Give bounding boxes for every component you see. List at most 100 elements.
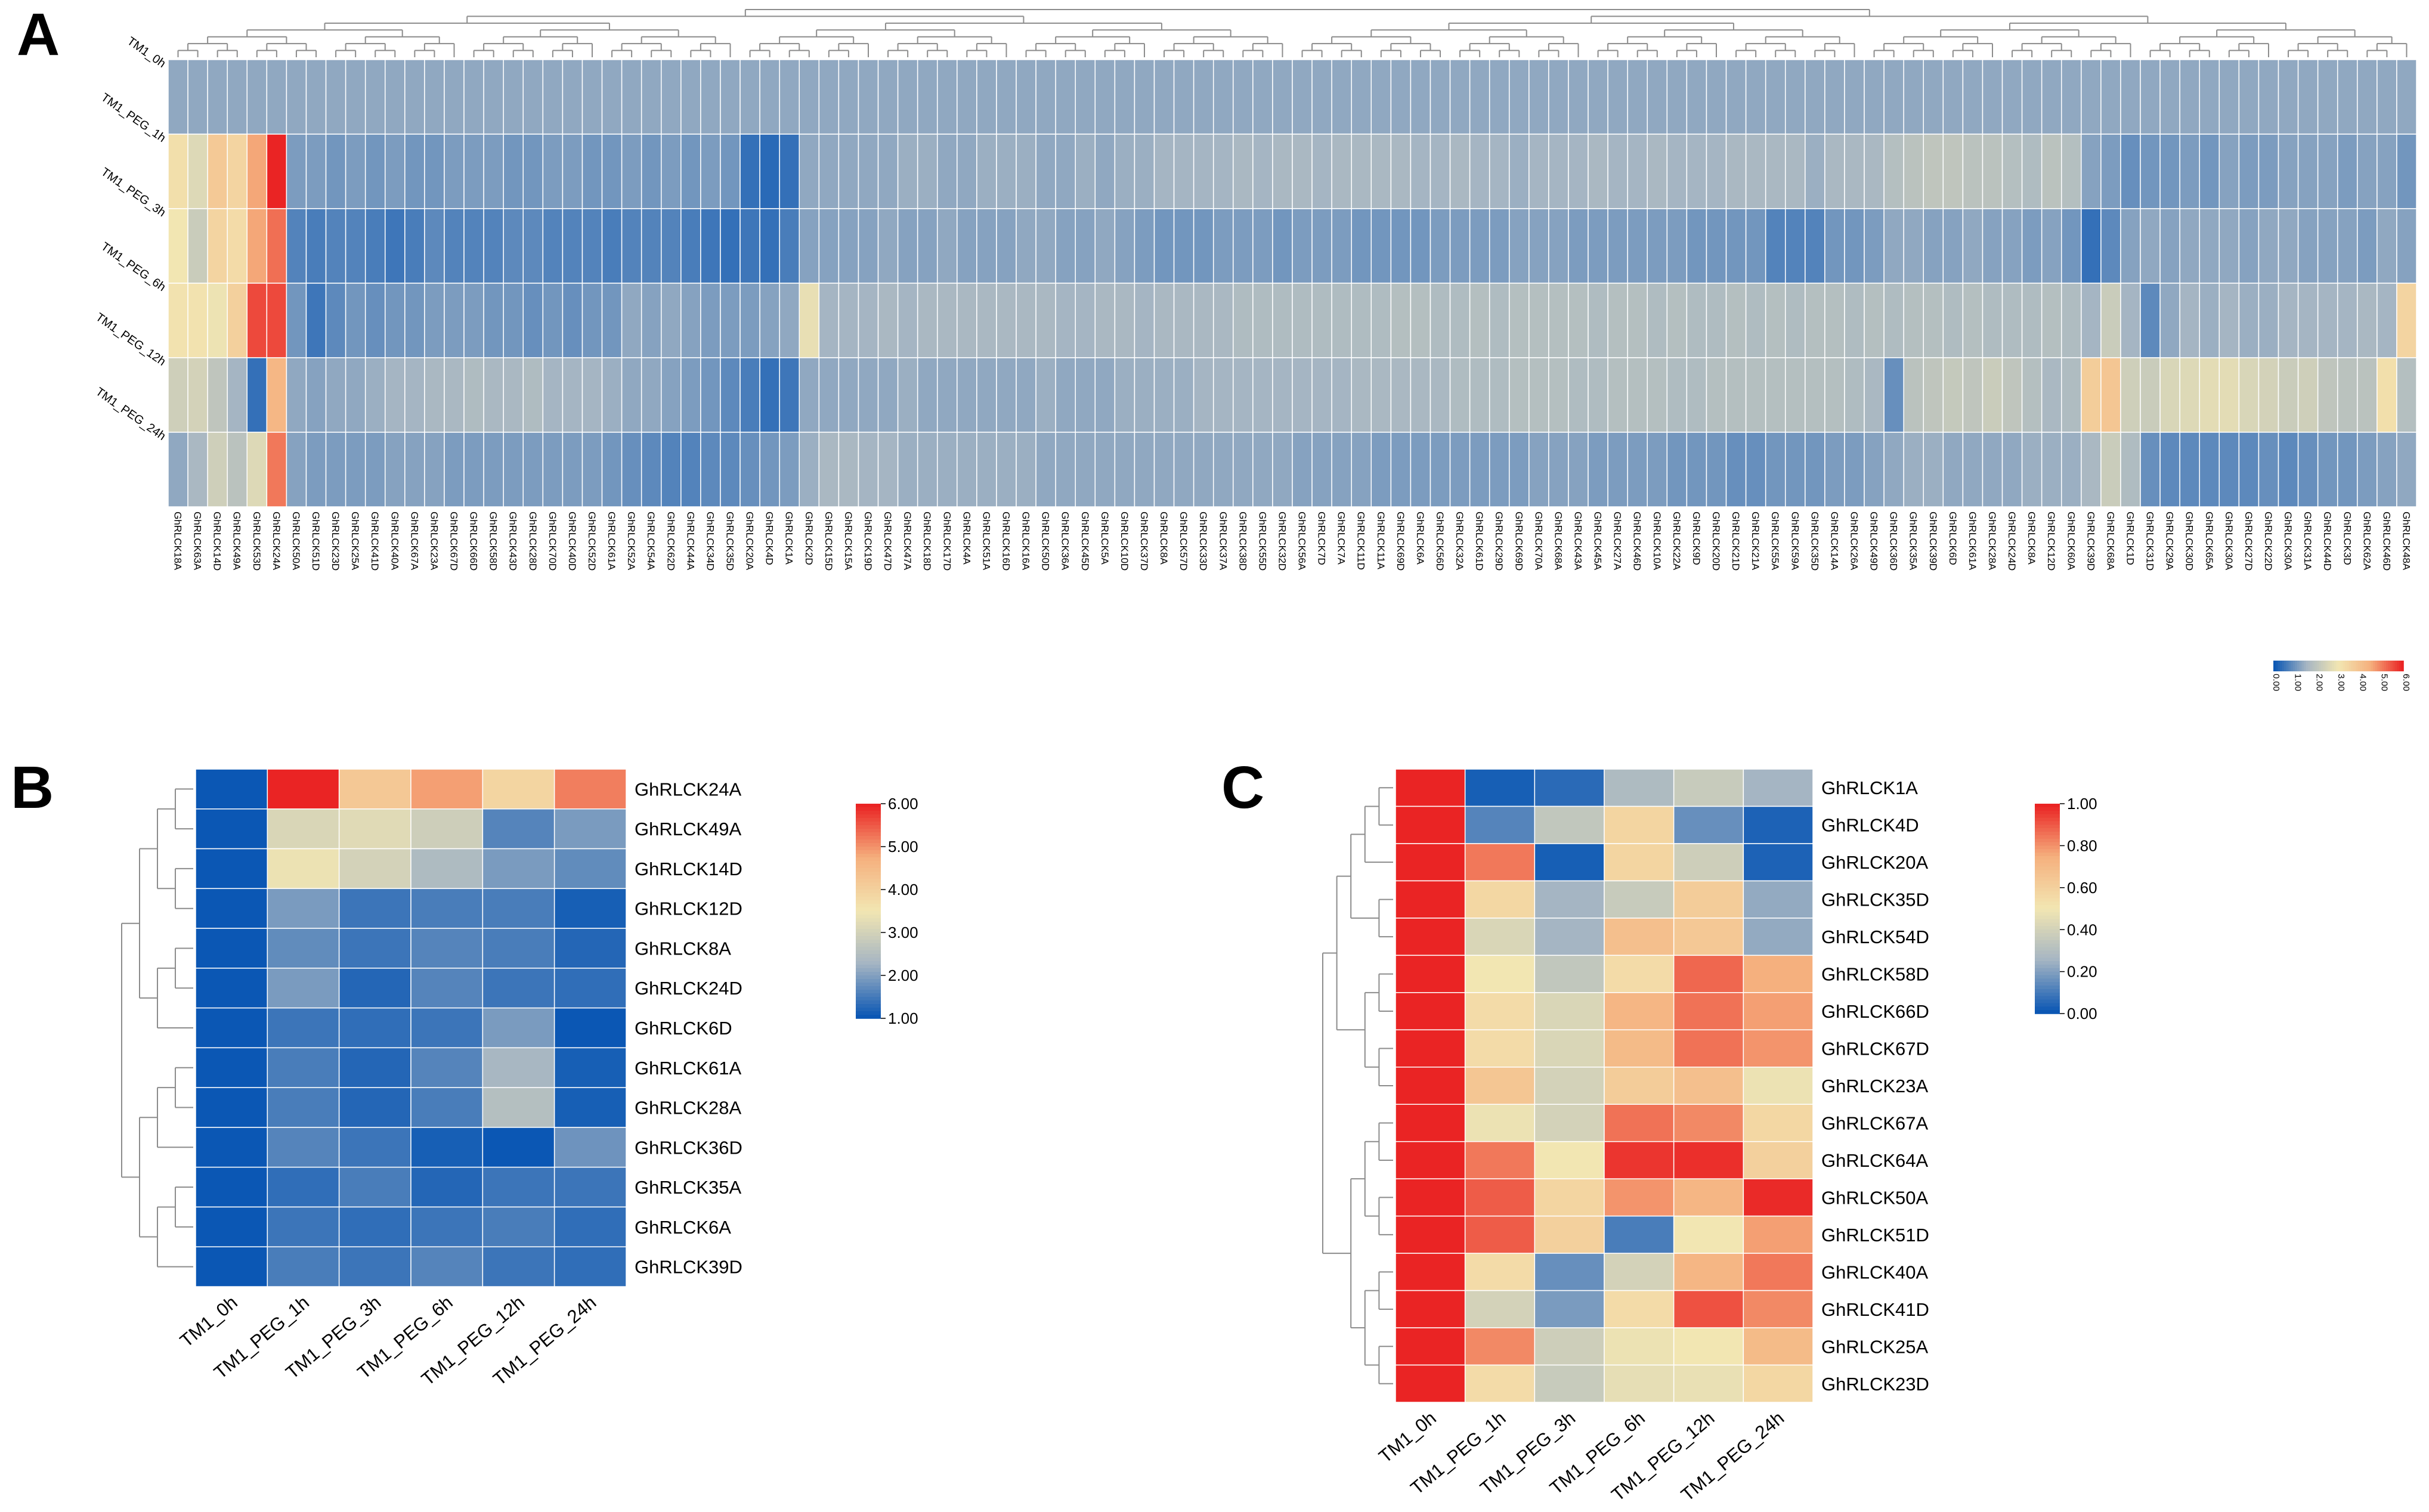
heatmap-cell-0-r5-c87 <box>1883 432 1904 507</box>
heatmap-cell-0-r0-c6 <box>286 59 307 135</box>
heatmap-cell-0-r4-c112 <box>2377 357 2397 433</box>
heatmap-cell-1-r10-c0 <box>195 1166 268 1208</box>
heatmap-cell-1-r2-c1 <box>267 848 340 890</box>
heatmap-cell-2-r6-c3 <box>1604 992 1675 1031</box>
heatmap-cell-0-r2-c40 <box>957 208 977 284</box>
heatmap-cell-0-r3-c74 <box>1627 283 1648 358</box>
column-label: GhRLCK1D <box>2124 512 2136 565</box>
heatmap-cell-0-r2-c51 <box>1173 208 1195 284</box>
heatmap-cell-0-r1-c31 <box>779 134 800 209</box>
column-label: GhRLCK4A <box>961 512 972 565</box>
heatmap-cell-0-r2-c99 <box>2120 208 2141 284</box>
heatmap-cell-0-r2-c97 <box>2081 208 2102 284</box>
column-label: GhRLCK44D <box>2322 512 2333 571</box>
colorbar-segment <box>856 814 881 819</box>
heatmap-cell-0-r1-c60 <box>1351 134 1372 209</box>
colorbar-tick-label: 2.00 <box>888 966 918 984</box>
heatmap-cell-0-r4-c99 <box>2120 357 2141 433</box>
column-label: GhRLCK43A <box>1573 512 1584 571</box>
heatmap-cell-0-r4-c111 <box>2357 357 2378 433</box>
heatmap-cell-2-r15-c2 <box>1534 1327 1605 1366</box>
heatmap-cell-2-r5-c4 <box>1673 955 1744 993</box>
heatmap-cell-0-r5-c65 <box>1449 432 1471 507</box>
heatmap-cell-2-r12-c2 <box>1534 1215 1605 1254</box>
heatmap-cell-0-r2-c90 <box>1942 208 1964 284</box>
colorbar-segment <box>856 932 881 937</box>
heatmap-cell-0-r2-c98 <box>2100 208 2121 284</box>
column-label: GhRLCK50D <box>1040 512 1051 571</box>
heatmap-cell-2-r12-c1 <box>1464 1215 1536 1254</box>
heatmap-cell-0-r4-c103 <box>2199 357 2220 433</box>
heatmap-cell-1-r11-c2 <box>338 1206 411 1247</box>
heatmap-cell-1-r0-c2 <box>338 769 411 810</box>
heatmap-cell-0-r3-c63 <box>1410 283 1431 358</box>
heatmap-cell-0-r2-c18 <box>522 208 544 284</box>
heatmap-cell-0-r3-c49 <box>1134 283 1155 358</box>
heatmap-cell-0-r3-c21 <box>581 283 603 358</box>
heatmap-cell-2-r13-c2 <box>1534 1253 1605 1291</box>
heatmap-cell-0-r2-c53 <box>1212 208 1234 284</box>
heatmap-cell-0-r0-c94 <box>2021 59 2043 135</box>
heatmap-cell-0-r4-c106 <box>2258 357 2279 433</box>
colorbar-segment <box>856 804 881 808</box>
heatmap-cell-0-r0-c41 <box>976 59 997 135</box>
heatmap-cell-2-r11-c3 <box>1604 1178 1675 1217</box>
colorbar-segment <box>2035 999 2060 1004</box>
heatmap-cell-0-r5-c61 <box>1370 432 1392 507</box>
column-label: GhRLCK14D <box>212 512 223 571</box>
colorbar-segment <box>2368 661 2372 671</box>
heatmap-cell-0-r0-c52 <box>1193 59 1214 135</box>
colorbar-segment <box>856 811 881 815</box>
heatmap-cell-0-r5-c97 <box>2081 432 2102 507</box>
row-label: GhRLCK39D <box>635 1257 742 1278</box>
heatmap-cell-0-r1-c47 <box>1094 134 1116 209</box>
colorbar-segment <box>2343 661 2346 671</box>
heatmap-cell-0-r1-c110 <box>2337 134 2358 209</box>
column-label: GhRLCK5A <box>1099 512 1110 565</box>
heatmap-cell-0-r1-c112 <box>2377 134 2397 209</box>
heatmap-cell-0-r1-c43 <box>1016 134 1036 209</box>
colorbar-segment <box>856 868 881 872</box>
heatmap-cell-0-r2-c10 <box>364 208 386 284</box>
heatmap-cell-0-r2-c50 <box>1153 208 1175 284</box>
colorbar-segment <box>2035 961 2060 965</box>
colorbar-segment <box>856 975 881 980</box>
heatmap-cell-2-r13-c1 <box>1464 1253 1536 1291</box>
column-label: GhRLCK52D <box>586 512 598 571</box>
colorbar-segment <box>2292 661 2296 671</box>
heatmap-cell-0-r5-c27 <box>700 432 721 507</box>
heatmap-cell-0-r2-c103 <box>2199 208 2220 284</box>
heatmap-cell-0-r3-c93 <box>2001 283 2023 358</box>
heatmap-cell-0-r1-c0 <box>168 134 188 209</box>
heatmap-cell-0-r4-c7 <box>305 357 327 433</box>
heatmap-cell-0-r0-c40 <box>957 59 977 135</box>
heatmap-cell-0-r4-c3 <box>227 357 248 433</box>
colorbar-segment <box>2275 661 2279 671</box>
heatmap-cell-0-r5-c96 <box>2060 432 2082 507</box>
heatmap-cell-0-r2-c60 <box>1351 208 1372 284</box>
heatmap-cell-0-r4-c49 <box>1134 357 1155 433</box>
colorbar-tick-label: 0.00 <box>2067 1005 2097 1023</box>
heatmap-cell-1-r12-c0 <box>195 1246 268 1287</box>
heatmap-cell-0-r0-c33 <box>818 59 840 135</box>
row-label: TM1_PEG_3h <box>98 165 168 219</box>
heatmap-cell-0-r1-c4 <box>246 134 268 209</box>
heatmap-cell-0-r5-c72 <box>1588 432 1608 507</box>
heatmap-cell-0-r4-c63 <box>1410 357 1431 433</box>
heatmap-cell-0-r5-c19 <box>542 432 564 507</box>
heatmap-cell-0-r2-c37 <box>897 208 918 284</box>
heatmap-cell-0-r5-c50 <box>1153 432 1175 507</box>
heatmap-cell-0-r3-c16 <box>483 283 504 358</box>
heatmap-cell-0-r5-c90 <box>1942 432 1964 507</box>
heatmap-cell-0-r4-c38 <box>917 357 938 433</box>
colorbar-segment <box>856 943 881 947</box>
heatmap-cell-0-r4-c59 <box>1331 357 1352 433</box>
colorbar-segment <box>2314 661 2317 671</box>
colorbar-segment <box>856 893 881 897</box>
colorbar-segment <box>2332 661 2335 671</box>
colorbar-segment <box>856 986 881 990</box>
heatmap-cell-0-r5-c93 <box>2001 432 2023 507</box>
heatmap-cell-2-r0-c3 <box>1604 769 1675 807</box>
heatmap-cell-0-r5-c45 <box>1055 432 1076 507</box>
panel-label-b: B <box>11 754 54 821</box>
